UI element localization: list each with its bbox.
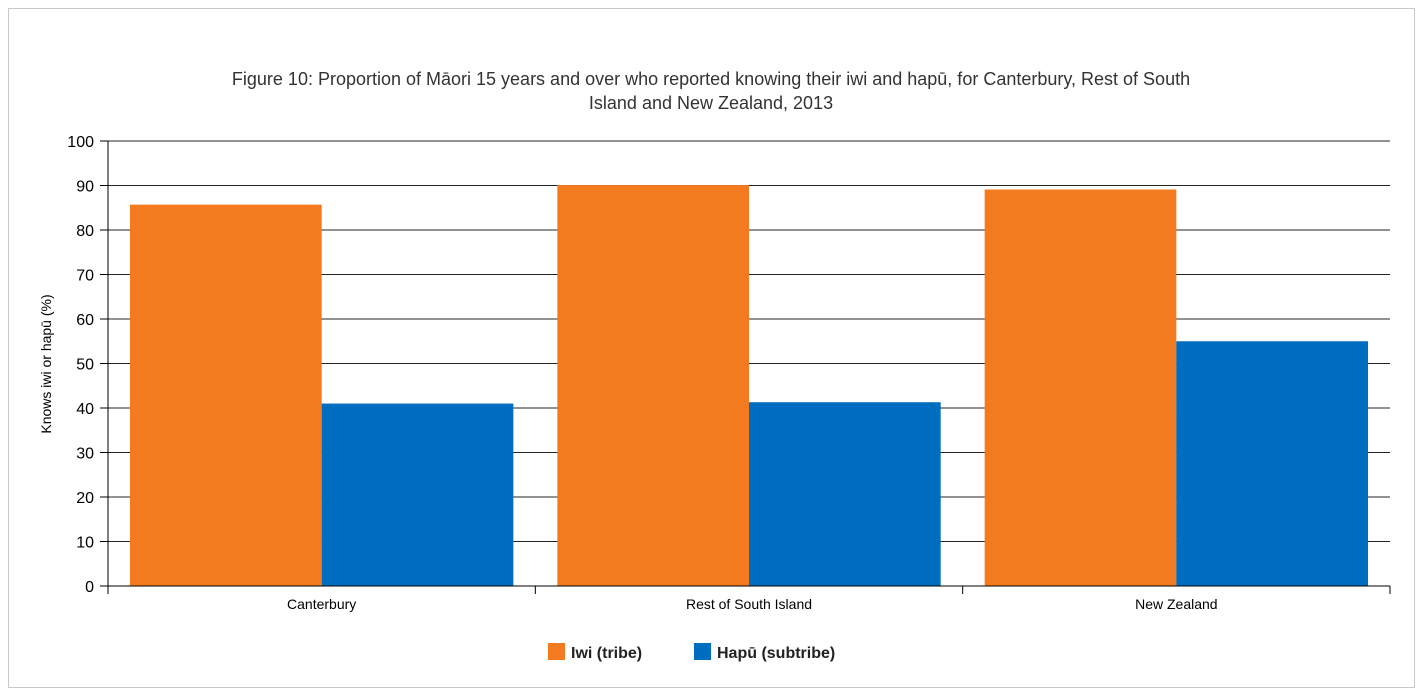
y-tick-label-20: 20 bbox=[76, 490, 94, 507]
chart-title-line-1: Figure 10: Proportion of Māori 15 years … bbox=[232, 69, 1190, 89]
legend-label-1: Hapū (subtribe) bbox=[717, 645, 835, 662]
chart-title-line-2: Island and New Zealand, 2013 bbox=[589, 93, 833, 113]
bar-new-zealand-series-1 bbox=[1176, 341, 1368, 586]
bar-canterbury-series-0 bbox=[130, 204, 322, 586]
y-tick-label-50: 50 bbox=[76, 357, 94, 374]
y-tick-label-0: 0 bbox=[85, 579, 94, 596]
y-tick-label-30: 30 bbox=[76, 446, 94, 463]
y-tick-label-100: 100 bbox=[67, 134, 94, 151]
y-axis-label: Knows iwi or hapū (%) bbox=[38, 294, 54, 433]
x-tick-label-1: Rest of South Island bbox=[686, 596, 812, 612]
bar-rest-of-south-island-series-0 bbox=[557, 185, 749, 586]
x-tick-label-2: New Zealand bbox=[1135, 596, 1218, 612]
bar-new-zealand-series-0 bbox=[984, 189, 1177, 586]
y-tick-label-60: 60 bbox=[76, 312, 94, 329]
y-tick-label-90: 90 bbox=[76, 179, 94, 196]
axes: 0 10 20 30 40 50 60 70 80 90 100 Canterbury Rest of … bbox=[67, 134, 1391, 612]
x-tick-label-0: Canterbury bbox=[287, 596, 356, 612]
y-tick-label-70: 70 bbox=[76, 268, 94, 285]
bars bbox=[130, 185, 1368, 586]
legend: Iwi (tribe) Hapū (subtribe) bbox=[548, 643, 835, 662]
legend-label-0: Iwi (tribe) bbox=[571, 645, 642, 662]
bar-rest-of-south-island-series-1 bbox=[749, 402, 941, 586]
y-tick-label-40: 40 bbox=[76, 401, 94, 418]
bar-canterbury-series-1 bbox=[321, 403, 514, 586]
y-tick-label-80: 80 bbox=[76, 223, 94, 240]
y-tick-label-10: 10 bbox=[76, 535, 94, 552]
legend-swatch-0 bbox=[548, 643, 565, 660]
legend-swatch-1 bbox=[694, 643, 711, 660]
